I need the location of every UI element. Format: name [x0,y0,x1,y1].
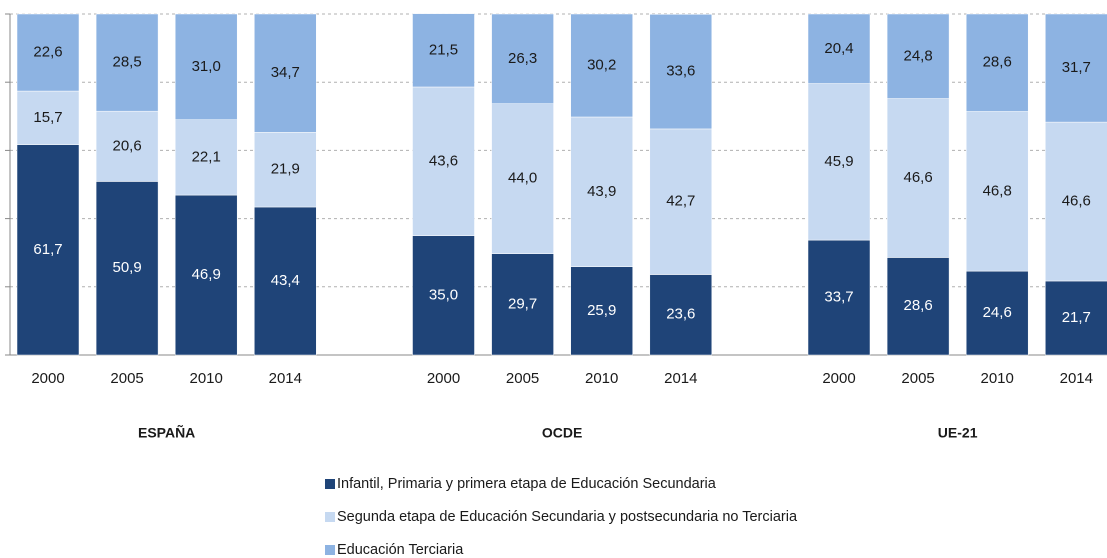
x-tick-label: 2014 [664,370,697,387]
bar-segment [412,86,475,236]
x-tick-label: 2000 [822,370,855,387]
value-label: 20,4 [824,40,853,57]
value-label: 28,5 [112,54,141,71]
value-label: 46,6 [903,169,932,186]
value-label: 25,9 [587,302,616,319]
bar-segment [174,13,238,120]
value-label: 26,3 [508,50,537,67]
value-label: 21,5 [429,41,458,58]
value-label: 31,7 [1062,59,1091,76]
x-tick-label: 2010 [190,370,223,387]
x-tick-label: 2000 [31,370,64,387]
legend-label: Segunda etapa de Educación Secundaria y … [337,509,798,525]
value-label: 31,0 [192,58,221,75]
bar-segment [965,111,1029,272]
value-label: 61,7 [33,241,62,258]
value-label: 42,7 [666,193,695,210]
x-tick-label: 2005 [110,370,143,387]
bar-segment [1045,13,1107,123]
x-tick-label: 2000 [427,370,460,387]
legend-swatch [325,545,335,555]
bar-segment [491,103,554,254]
value-label: 24,8 [903,47,932,64]
value-label: 50,9 [112,259,141,276]
x-tick-label: 2005 [506,370,539,387]
bar-segment [649,274,713,356]
value-label: 22,1 [192,148,221,165]
legend-swatch [325,512,335,522]
bar-segment [886,257,950,356]
legend-label: Educación Terciaria [337,542,464,558]
bar-segment [1045,121,1107,282]
x-tick-label: 2010 [585,370,618,387]
bar-segment [412,235,475,356]
bar-segment [886,98,950,258]
bar-segment [412,13,475,88]
group-label: UE-21 [938,425,978,441]
value-label: 43,4 [271,272,300,289]
x-tick-label: 2014 [269,370,302,387]
x-tick-label: 2014 [1060,370,1093,387]
bar-segment [570,13,633,118]
bar-segment [16,144,80,356]
value-label: 23,6 [666,306,695,323]
value-label: 21,7 [1062,309,1091,326]
group-label: ESPAÑA [138,424,195,441]
value-label: 46,8 [983,182,1012,199]
bar-segment [807,239,871,356]
x-tick-label: 2010 [981,370,1014,387]
value-label: 35,0 [429,286,458,303]
bar-segment [807,13,871,84]
value-label: 28,6 [903,297,932,314]
bar-segment [886,13,950,99]
legend-swatch [325,479,335,489]
value-label: 21,9 [271,161,300,178]
value-label: 33,6 [666,63,695,80]
bar-segment [95,13,159,112]
value-label: 20,6 [112,137,141,154]
bar-segment [491,253,554,356]
bar-segment [254,13,317,133]
value-label: 33,7 [824,289,853,306]
bar-segment [254,132,317,208]
bar-segment [16,90,80,145]
bar-segment [174,119,238,196]
bar-segment [95,110,159,182]
bar-segment [965,13,1029,112]
x-tick-label: 2005 [901,370,934,387]
bar-segment [570,116,633,267]
bar-segment [649,128,713,275]
value-label: 34,7 [271,64,300,81]
value-label: 15,7 [33,109,62,126]
value-label: 28,6 [983,54,1012,71]
bar-segment [570,266,633,356]
bar-segment [491,13,554,104]
bar-segment [649,14,713,130]
value-label: 43,9 [587,183,616,200]
bar-segment [254,206,317,356]
value-label: 46,9 [192,266,221,283]
group-label: OCDE [542,425,582,441]
bar-segment [807,83,871,241]
bar-segment [95,181,159,356]
value-label: 30,2 [587,56,616,73]
value-label: 43,6 [429,152,458,169]
value-label: 24,6 [983,304,1012,321]
value-label: 29,7 [508,295,537,312]
value-label: 44,0 [508,170,537,187]
bar-segment [1045,280,1107,356]
value-label: 22,6 [33,44,62,61]
bar-segment [174,194,238,356]
value-label: 45,9 [824,153,853,170]
bar-segment [16,13,80,92]
legend-label: Infantil, Primaria y primera etapa de Ed… [337,476,717,492]
value-label: 46,6 [1062,193,1091,210]
